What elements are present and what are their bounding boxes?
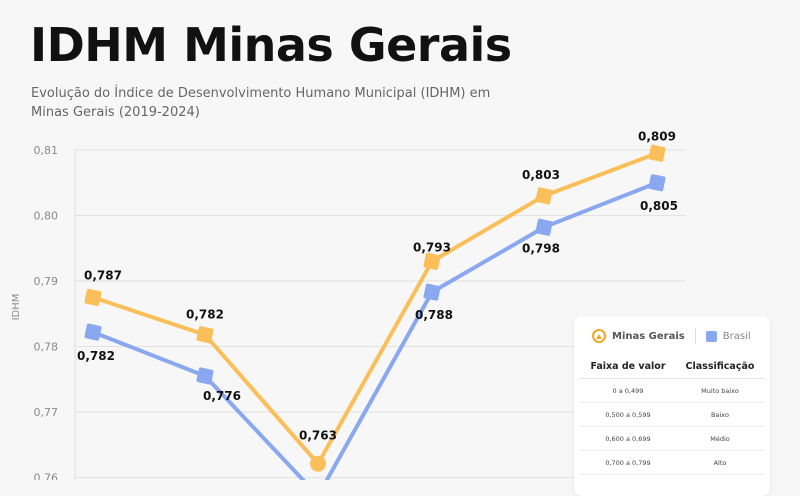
legend-label-minas-gerais: Minas Gerais bbox=[612, 330, 685, 342]
table-row: 0,500 a 0,599 Baixo bbox=[580, 402, 764, 427]
classification-table: Faixa de valor Classificação 0 a 0,499 M… bbox=[580, 354, 764, 475]
table-cell-class: Alto bbox=[675, 450, 764, 475]
data-label-brasil: 0,782 bbox=[77, 349, 115, 363]
minas-gerais-marker-icon bbox=[592, 329, 606, 343]
table-cell-class: Baixo bbox=[675, 402, 764, 427]
data-point-brasil bbox=[423, 283, 441, 301]
data-label-minas-gerais: 0,809 bbox=[638, 129, 676, 143]
data-point-minas-gerais bbox=[310, 455, 326, 472]
data-point-brasil bbox=[196, 367, 214, 385]
brasil-marker-icon bbox=[705, 330, 717, 342]
legend-label-brasil: Brasil bbox=[722, 330, 751, 342]
y-tick-label: 0,81 bbox=[34, 144, 59, 157]
y-axis-label: IDHM bbox=[11, 294, 22, 321]
data-label-brasil: 0,776 bbox=[203, 389, 241, 403]
data-point-brasil bbox=[84, 323, 102, 341]
table-cell-range: 0 a 0,499 bbox=[580, 378, 676, 403]
y-tick-label: 0,78 bbox=[34, 341, 59, 354]
series-line-brasil bbox=[91, 180, 659, 480]
legend-item-minas-gerais[interactable]: Minas Gerais bbox=[592, 329, 685, 343]
data-point-brasil bbox=[535, 218, 553, 236]
series-line-minas-gerais bbox=[91, 151, 659, 466]
table-row: 0,600 a 0,699 Médio bbox=[580, 426, 764, 451]
table-row: 0 a 0,499 Muito baixo bbox=[580, 378, 764, 403]
data-point-minas-gerais bbox=[84, 288, 102, 306]
table-header-row: Faixa de valor Classificação bbox=[580, 354, 764, 379]
page-subtitle: Evolução do Índice de Desenvolvimento Hu… bbox=[31, 86, 491, 120]
legend-divider bbox=[694, 328, 696, 344]
table-header-class: Classificação bbox=[675, 354, 764, 379]
data-point-minas-gerais bbox=[423, 252, 441, 270]
data-point-brasil bbox=[648, 174, 666, 192]
data-label-minas-gerais: 0,793 bbox=[413, 240, 451, 254]
data-label-brasil: 0,798 bbox=[522, 241, 560, 255]
y-tick-label: 0,79 bbox=[34, 275, 59, 288]
legend: Minas Gerais Brasil bbox=[592, 328, 751, 344]
data-point-minas-gerais bbox=[196, 326, 214, 344]
table-row: 0,700 a 0,799 Alto bbox=[580, 450, 764, 475]
data-label-minas-gerais: 0,763 bbox=[299, 429, 337, 443]
table-cell-range: 0,600 a 0,699 bbox=[580, 426, 676, 451]
y-tick-label: 0,77 bbox=[34, 406, 59, 419]
data-point-minas-gerais bbox=[535, 187, 553, 205]
data-label-brasil: 0,788 bbox=[415, 308, 453, 322]
data-label-minas-gerais: 0,787 bbox=[84, 268, 122, 282]
data-label-minas-gerais: 0,803 bbox=[522, 168, 560, 182]
data-label-brasil: 0,805 bbox=[640, 199, 678, 213]
table-cell-range: 0,700 a 0,799 bbox=[580, 450, 676, 475]
table-cell-class: Médio bbox=[675, 426, 764, 451]
data-label-minas-gerais: 0,782 bbox=[186, 308, 224, 322]
y-tick-label: 0,76 bbox=[34, 472, 59, 481]
table-cell-class: Muito baixo bbox=[675, 378, 764, 403]
legend-item-brasil[interactable]: Brasil bbox=[705, 330, 751, 342]
table-header-range: Faixa de valor bbox=[580, 354, 676, 379]
table-cell-range: 0,500 a 0,599 bbox=[580, 402, 676, 427]
data-point-minas-gerais bbox=[648, 144, 666, 162]
page-title: IDHM Minas Gerais bbox=[30, 18, 512, 72]
line-chart: 0,81 0,80 0,79 0,78 0,77 0,76 IDHM 0,787 0,782 0,… bbox=[11, 129, 685, 481]
y-tick-label: 0,80 bbox=[34, 210, 59, 223]
legend-card: Minas Gerais Brasil Faixa de valor Class… bbox=[574, 316, 770, 496]
